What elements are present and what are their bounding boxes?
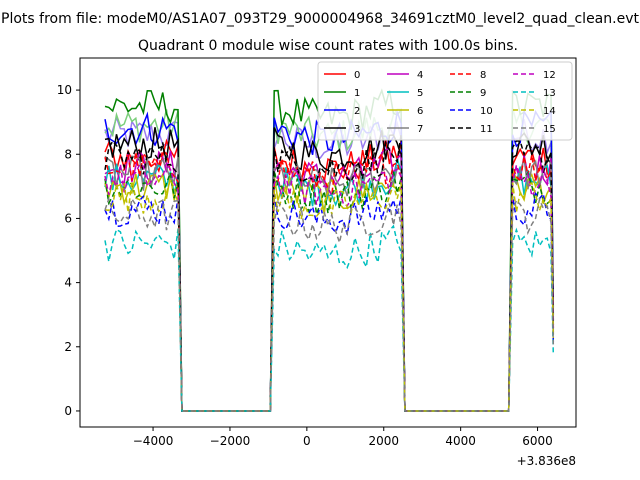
legend-label-8: 8 [480,70,486,81]
legend-label-14: 14 [543,106,556,117]
legend-box [317,61,573,141]
x-offset-text: +3.836e8 [517,454,576,468]
plot-frame [79,57,577,428]
y-tick-label: 10 [57,83,72,97]
legend-label-9: 9 [480,88,486,99]
legend-label-11: 11 [480,124,493,135]
legend-label-3: 3 [354,124,360,135]
x-tick-label: 6000 [522,434,553,448]
y-tick-label: 0 [64,404,72,418]
legend-label-5: 5 [417,88,423,99]
x-axis: −4000 −2000 0 2000 4000 6000 [133,427,553,448]
x-tick-label: 4000 [445,434,476,448]
y-tick-label: 6 [64,211,72,225]
legend-label-13: 13 [543,88,556,99]
legend-label-4: 4 [417,70,423,81]
y-tick-label: 4 [64,276,72,290]
y-axis: 0 2 4 6 8 10 [57,83,80,418]
x-tick-label: 0 [303,434,311,448]
legend-label-1: 1 [354,88,360,99]
chart-title: Quadrant 0 module wise count rates with … [138,38,518,54]
y-tick-label: 2 [64,340,72,354]
x-tick-label: 2000 [368,434,399,448]
legend-label-7: 7 [417,124,423,135]
series-line-11 [104,134,555,412]
y-tick-label: 8 [64,147,72,161]
x-tick-label: −4000 [133,434,174,448]
legend-label-2: 2 [354,106,360,117]
legend-label-0: 0 [354,70,360,81]
chart-suptitle: Plots from file: modeM0/AS1A07_093T29_90… [1,11,639,27]
x-tick-label: −2000 [210,434,251,448]
series-line-14 [104,177,555,412]
legend-label-6: 6 [417,106,423,117]
series-layer [104,88,555,412]
legend-label-15: 15 [543,124,556,135]
legend-label-12: 12 [543,70,556,81]
legend-label-10: 10 [480,106,493,117]
